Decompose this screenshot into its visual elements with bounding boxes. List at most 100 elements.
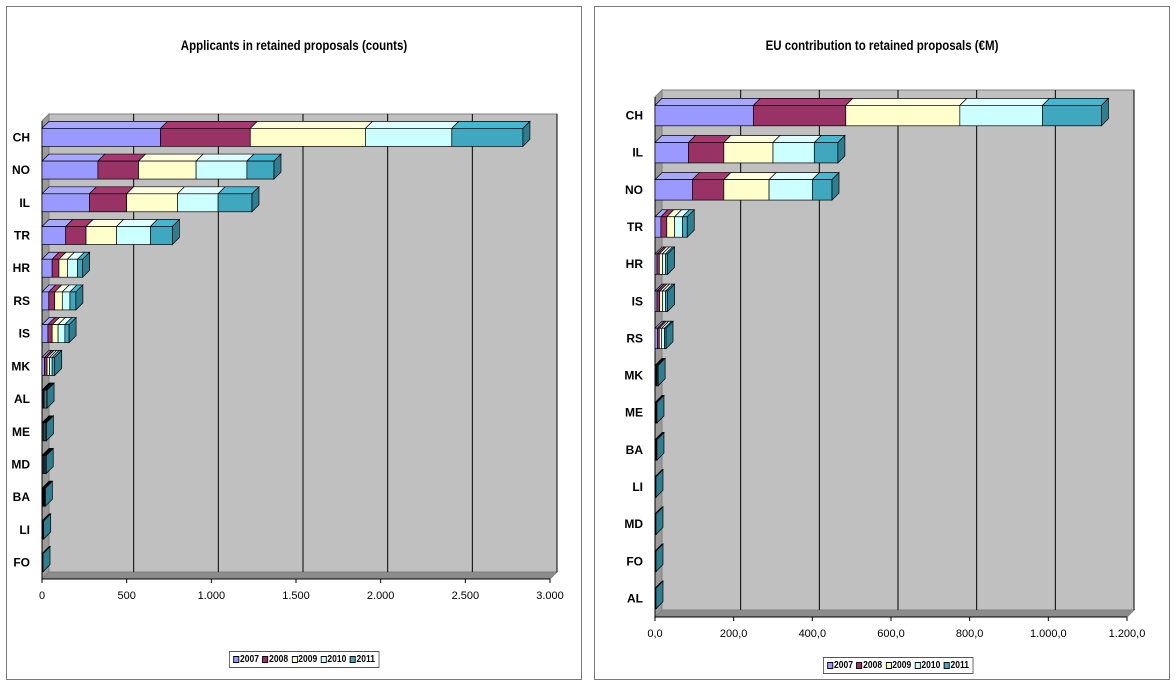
bar-segment-2010: TR 2010: 20 bbox=[674, 216, 683, 238]
legend-swatch bbox=[320, 656, 327, 663]
legend-label: 2007 bbox=[240, 654, 259, 665]
bar-end-cap bbox=[831, 171, 840, 201]
bar-segment-2009: TR 2009: 180 bbox=[85, 226, 117, 245]
legend-label: 2008 bbox=[863, 660, 883, 671]
bar-segment-2010: RS 2010: 45 bbox=[61, 291, 71, 311]
bar-end-cap bbox=[655, 468, 664, 499]
bar-segment-2009: NO 2009: 115 bbox=[723, 179, 770, 201]
x-tick-label: 600,0 bbox=[877, 628, 905, 640]
bar-segment-top bbox=[195, 153, 255, 162]
legend-label: 2011 bbox=[356, 654, 375, 665]
bar-segment-2009: IS 2009: 35 bbox=[51, 324, 59, 343]
bar-segment-2011: IL 2011: 60 bbox=[813, 142, 839, 164]
legend-item-2010: 2010 bbox=[914, 660, 941, 671]
bar-segment-2007: IS 2007: 35 bbox=[41, 324, 49, 343]
bar-segment-top bbox=[249, 121, 374, 129]
bar-end-cap bbox=[655, 580, 664, 610]
category-label: IS bbox=[19, 327, 30, 341]
bar-segment-top bbox=[159, 121, 259, 129]
legend-swatch bbox=[262, 656, 269, 663]
x-tick-label: 800,0 bbox=[956, 628, 984, 640]
bar-segment-2008: TR 2008: 15 bbox=[660, 216, 668, 238]
legend-swatch bbox=[291, 656, 298, 663]
category-label: IS bbox=[632, 294, 643, 308]
legend-swatch bbox=[885, 662, 892, 669]
bar-segment-2009: RS 2009: 6 bbox=[658, 327, 663, 349]
bar-segment-2008: NO 2008: 240 bbox=[97, 160, 139, 180]
bar-segment-2010: MK 2010: 15 bbox=[49, 357, 53, 376]
bar-segment-top bbox=[125, 186, 186, 195]
bar-segment-2010: CH 2010: 510 bbox=[365, 128, 453, 147]
chart-title: EU contribution to retained proposals (€… bbox=[765, 37, 999, 53]
bar-segment-2011: CH 2011: 150 bbox=[1042, 105, 1102, 127]
category-label: NO bbox=[625, 183, 643, 197]
legend-swatch bbox=[827, 662, 834, 669]
bar-segment-2009: TR 2009: 20 bbox=[666, 216, 676, 238]
x-tick-label: 400,0 bbox=[799, 628, 827, 640]
bar-end-cap bbox=[655, 506, 664, 536]
bar-segment-2011: CH 2011: 420 bbox=[451, 128, 524, 147]
bar-segment-top bbox=[41, 186, 98, 195]
bar-segment-2009: HR 2009: 50 bbox=[58, 258, 68, 278]
bar-segment-top bbox=[97, 153, 147, 162]
chart-legend: 2007 2008 2009 2010 2011 bbox=[229, 651, 380, 668]
bar-segment-top bbox=[41, 153, 106, 162]
bar-segment-2010: IS 2010: 40 bbox=[57, 324, 66, 343]
x-tick-label: 1.000 bbox=[198, 590, 226, 602]
x-tick-label: 1.500 bbox=[282, 590, 310, 602]
bar-end-cap bbox=[75, 284, 84, 311]
applicants-chart-svg: 0 500 1.000 1.500 2.000 2.500 3.000 CH CH 2007: … bbox=[11, 112, 564, 602]
bar-segment-2007: IL 2007: 280 bbox=[41, 193, 90, 213]
category-label: MD bbox=[11, 458, 30, 472]
category-label: TR bbox=[627, 220, 643, 234]
legend-swatch bbox=[856, 662, 863, 669]
bar-end-cap bbox=[54, 349, 63, 377]
bar-segment-2008: TR 2008: 120 bbox=[65, 226, 87, 245]
bar-segment-top bbox=[176, 186, 226, 195]
bar-segment-2007: MK 2007: 15 bbox=[41, 357, 45, 376]
chart-panel-applicants: Applicants in retained proposals (counts… bbox=[6, 6, 582, 680]
legend-item-2009: 2009 bbox=[885, 660, 911, 671]
bar-segment-top bbox=[752, 98, 854, 106]
category-label: NO bbox=[12, 163, 30, 177]
bar-segment-2010: RS 2010: 7 bbox=[661, 327, 665, 349]
chart-panel-eu-contribution: EU contribution to retained proposals (€… bbox=[594, 6, 1170, 680]
x-tick-label: 0,0 bbox=[647, 628, 662, 640]
legend-swatch bbox=[233, 656, 240, 663]
x-tick-label: 0 bbox=[39, 590, 45, 602]
legend-label: 2010 bbox=[327, 654, 347, 665]
legend-item-2010: 2010 bbox=[320, 654, 347, 665]
bar-segment-2011: MK 2011: 15 bbox=[51, 357, 56, 376]
chart-title: Applicants in retained proposals (counts… bbox=[180, 37, 408, 53]
category-label: IL bbox=[632, 146, 643, 160]
bar-segment-2010: IL 2010: 240 bbox=[177, 193, 219, 213]
legend-label: 2010 bbox=[921, 660, 941, 671]
legend-label: 2011 bbox=[950, 660, 969, 671]
bar-end-cap bbox=[82, 251, 90, 279]
category-label: HR bbox=[626, 257, 644, 271]
bar-segment-2008: IL 2008: 90 bbox=[688, 142, 725, 164]
bar-segment-2010: TR 2010: 200 bbox=[116, 226, 151, 245]
category-label: AL bbox=[627, 591, 643, 605]
bar-segment-2009: IL 2009: 300 bbox=[126, 193, 178, 213]
bar-end-cap bbox=[172, 218, 180, 246]
bar-segment-2011: RS 2011: 35 bbox=[69, 291, 77, 311]
bar-end-cap bbox=[686, 208, 695, 239]
bar-segment-top bbox=[722, 172, 777, 180]
category-label: LI bbox=[632, 480, 643, 494]
bar-segment-2011: IS 2011: 25 bbox=[64, 324, 70, 343]
bar-segment-2007: RS 2007: 40 bbox=[41, 291, 50, 311]
bar-segment-2007: CH 2007: 250 bbox=[654, 105, 754, 127]
bar-segment-2008: NO 2008: 80 bbox=[692, 179, 725, 201]
category-label: RS bbox=[626, 331, 643, 345]
x-tick-label: 2.000 bbox=[367, 590, 395, 602]
legend-label: 2007 bbox=[834, 660, 853, 671]
legend-swatch bbox=[943, 662, 950, 669]
category-label: BA bbox=[13, 490, 31, 504]
chart-legend: 2007 2008 2009 2010 2011 bbox=[823, 657, 974, 674]
category-label: LI bbox=[19, 523, 30, 537]
legend-item-2011: 2011 bbox=[349, 654, 375, 665]
bar-segment-2008: IS 2008: 7 bbox=[656, 290, 661, 312]
bar-segment-2011: TR 2011: 12 bbox=[682, 216, 688, 238]
bar-end-cap bbox=[46, 382, 55, 409]
